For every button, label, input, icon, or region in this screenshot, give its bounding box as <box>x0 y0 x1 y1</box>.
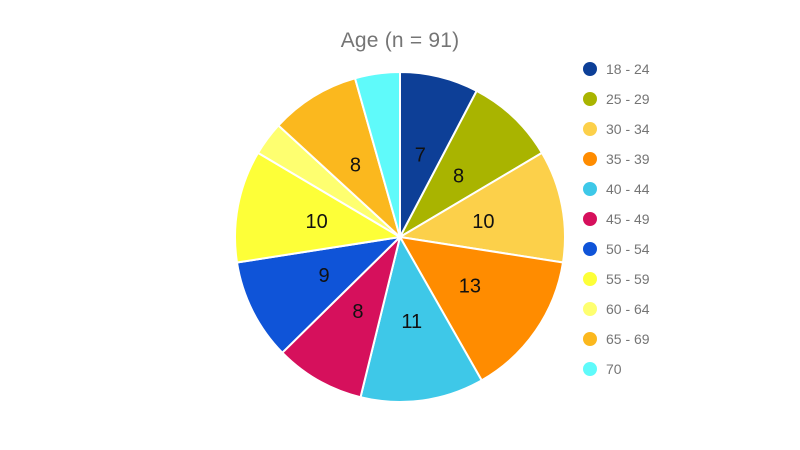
pie-slice-70 <box>354 71 401 238</box>
legend-swatch-icon <box>583 92 597 106</box>
slice-label-45-49: 8 <box>352 301 363 323</box>
legend-swatch-icon <box>583 62 597 76</box>
legend-label: 45 - 49 <box>606 211 650 227</box>
legend-item-50-54: 50 - 54 <box>583 234 650 264</box>
legend-swatch-icon <box>583 302 597 316</box>
legend-item-55-59: 55 - 59 <box>583 264 650 294</box>
legend-swatch-icon <box>583 122 597 136</box>
slice-label-55-59: 10 <box>305 211 327 233</box>
pie-slice-65-69 <box>277 77 401 238</box>
slice-label-30-34: 10 <box>472 211 494 233</box>
legend-swatch-icon <box>583 152 597 166</box>
pie-slice-35-39 <box>399 236 565 382</box>
legend-label: 65 - 69 <box>606 331 650 347</box>
legend-label: 18 - 24 <box>606 61 650 77</box>
slice-label-25-29: 8 <box>453 165 464 187</box>
pie-slice-45-49 <box>281 236 401 399</box>
legend-label: 55 - 59 <box>606 271 650 287</box>
pie-slice-50-54 <box>235 236 401 354</box>
legend-label: 30 - 34 <box>606 121 650 137</box>
chart-title: Age (n = 91) <box>340 29 460 52</box>
pie-slice-25-29 <box>399 89 543 238</box>
legend-swatch-icon <box>583 182 597 196</box>
legend-item-60-64: 60 - 64 <box>583 294 650 324</box>
legend-label: 60 - 64 <box>606 301 650 317</box>
legend-label: 70 <box>606 361 622 377</box>
legend-item-40-44: 40 - 44 <box>583 174 650 204</box>
slice-label-35-39: 13 <box>459 275 481 297</box>
legend-item-70: 70 <box>583 354 650 384</box>
legend-label: 35 - 39 <box>606 151 650 167</box>
legend-item-25-29: 25 - 29 <box>583 84 650 114</box>
slice-label-65-69: 8 <box>350 155 361 177</box>
pie-slice-30-34 <box>399 151 566 264</box>
legend-swatch-icon <box>583 272 597 286</box>
legend-item-45-49: 45 - 49 <box>583 204 650 234</box>
legend-swatch-icon <box>583 362 597 376</box>
slice-label-50-54: 9 <box>319 265 330 287</box>
legend-label: 40 - 44 <box>606 181 650 197</box>
legend-item-18-24: 18 - 24 <box>583 54 650 84</box>
pie-slice-55-59 <box>234 151 401 264</box>
legend-swatch-icon <box>583 242 597 256</box>
legend-label: 50 - 54 <box>606 241 650 257</box>
legend: 18 - 24 25 - 29 30 - 34 35 - 39 40 - 44 45 - … <box>583 54 650 384</box>
slice-label-18-24: 7 <box>415 145 426 167</box>
legend-item-65-69: 65 - 69 <box>583 324 650 354</box>
legend-swatch-icon <box>583 332 597 346</box>
legend-label: 25 - 29 <box>606 91 650 107</box>
slice-label-40-44: 11 <box>401 311 422 333</box>
legend-item-30-34: 30 - 34 <box>583 114 650 144</box>
legend-swatch-icon <box>583 212 597 226</box>
legend-item-35-39: 35 - 39 <box>583 144 650 174</box>
